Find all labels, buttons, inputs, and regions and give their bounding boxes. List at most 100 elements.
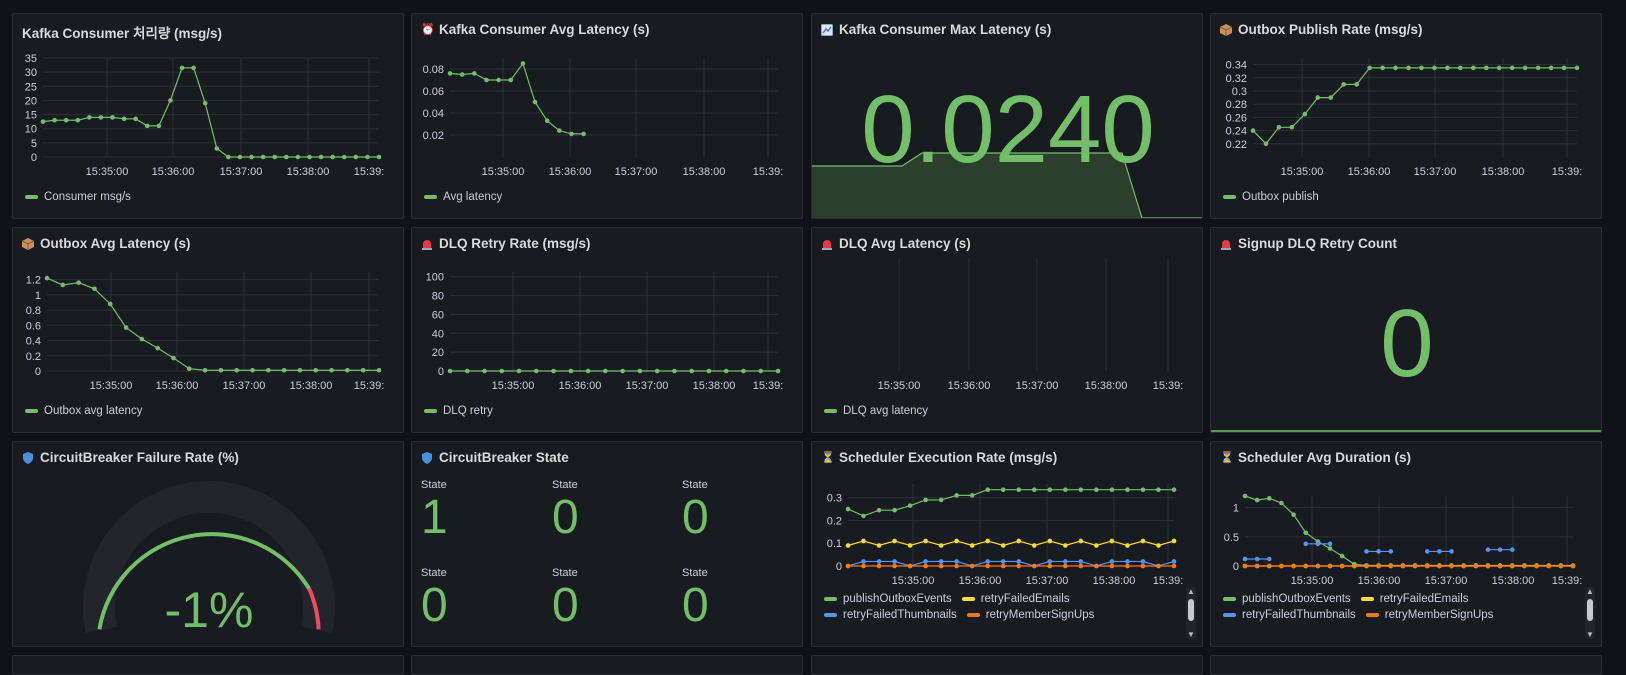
panel-outbox-avg-latency[interactable]: Outbox Avg Latency (s) 15:35:00 15:36:00 1… bbox=[12, 227, 404, 433]
legend-item[interactable]: retryFailedEmails bbox=[961, 593, 1070, 605]
scroll-thumb[interactable] bbox=[1587, 599, 1593, 621]
panel-title[interactable]: Outbox Avg Latency (s) bbox=[21, 236, 191, 251]
panel-title[interactable]: ⏳ Scheduler Avg Duration (s) bbox=[1220, 450, 1411, 465]
data-point bbox=[63, 117, 69, 123]
scroll-up-icon[interactable]: ▲ bbox=[1187, 587, 1195, 596]
panel-title[interactable]: Kafka Consumer Max Latency (s) bbox=[821, 22, 1051, 37]
panel-title[interactable]: CircuitBreaker Failure Rate (%) bbox=[22, 450, 239, 465]
x-tick-label: 15:39: bbox=[753, 380, 784, 392]
x-tick-label: 15:39: bbox=[354, 166, 385, 178]
data-point bbox=[1171, 559, 1177, 564]
data-point bbox=[923, 563, 928, 569]
legend-item[interactable]: DLQ avg latency bbox=[824, 405, 928, 417]
data-point bbox=[1266, 556, 1272, 562]
legend-item[interactable]: retryFailedThumbnails bbox=[1223, 609, 1356, 621]
legend-scrollbar[interactable]: ▲ ▼ bbox=[1585, 587, 1595, 639]
legend-item[interactable]: Consumer msg/s bbox=[25, 191, 131, 203]
state-label: State bbox=[552, 479, 578, 491]
panel-partial[interactable] bbox=[411, 655, 803, 675]
legend-item[interactable]: Avg latency bbox=[424, 191, 502, 203]
data-point bbox=[585, 368, 591, 374]
data-point bbox=[1315, 563, 1321, 569]
data-point bbox=[1485, 547, 1491, 552]
panel-kafka-consumer-throughput[interactable]: Kafka Consumer 처리량 (msg/s) 15:35:00 15:36… bbox=[12, 13, 404, 219]
panel-circuitbreaker-failure-rate[interactable]: CircuitBreaker Failure Rate (%) -1% bbox=[12, 441, 404, 647]
data-point bbox=[1125, 563, 1130, 569]
data-point bbox=[1546, 563, 1552, 569]
panel-scheduler-avg-duration[interactable]: ⏳ Scheduler Avg Duration (s) 15:35:00 15:3… bbox=[1210, 441, 1602, 647]
data-point bbox=[60, 282, 66, 288]
panel-outbox-publish-rate[interactable]: Outbox Publish Rate (msg/s) 15:35:00 15:3… bbox=[1210, 13, 1602, 219]
panel-title[interactable]: Kafka Consumer 처리량 (msg/s) bbox=[22, 22, 222, 42]
y-tick-label: 0 bbox=[35, 366, 41, 378]
legend-item[interactable]: retryFailedEmails bbox=[1360, 593, 1469, 605]
panel-title[interactable]: CircuitBreaker State bbox=[421, 450, 569, 465]
x-tick-label: 15:37:00 bbox=[615, 166, 658, 178]
data-point bbox=[191, 65, 196, 71]
panel-partial[interactable] bbox=[811, 655, 1203, 675]
scroll-down-icon[interactable]: ▼ bbox=[1586, 630, 1594, 639]
legend-item[interactable]: retryMemberSignUps bbox=[1365, 609, 1493, 621]
panel-partial[interactable] bbox=[12, 655, 404, 675]
data-point bbox=[985, 563, 991, 569]
panel-partial[interactable] bbox=[1210, 655, 1602, 675]
panel-kafka-consumer-avg-latency[interactable]: ⏰ Kafka Consumer Avg Latency (s) 15:35:00… bbox=[411, 13, 803, 219]
legend-item[interactable]: retryMemberSignUps bbox=[966, 609, 1094, 621]
panel-title[interactable]: Outbox Publish Rate (msg/s) bbox=[1219, 22, 1423, 37]
data-point bbox=[1016, 559, 1022, 564]
data-point bbox=[1458, 65, 1463, 71]
legend-scrollbar[interactable]: ▲ ▼ bbox=[1186, 587, 1196, 639]
data-point bbox=[845, 506, 851, 512]
legend-item[interactable]: publishOutboxEvents bbox=[1223, 593, 1351, 605]
data-point bbox=[214, 146, 220, 151]
panel-signup-dlq-retry-count[interactable]: Signup DLQ Retry Count 0 bbox=[1210, 227, 1602, 433]
scroll-up-icon[interactable]: ▲ bbox=[1586, 587, 1594, 596]
data-point bbox=[1171, 563, 1177, 569]
panel-title[interactable]: ⏰ Kafka Consumer Avg Latency (s) bbox=[421, 22, 650, 37]
data-point bbox=[1570, 563, 1576, 569]
legend-item[interactable]: retryFailedThumbnails bbox=[824, 609, 957, 621]
data-point bbox=[260, 154, 266, 160]
x-tick-label: 15:38:00 bbox=[287, 166, 330, 178]
legend-item[interactable]: Outbox publish bbox=[1223, 191, 1319, 203]
panel-title[interactable]: Signup DLQ Retry Count bbox=[1220, 236, 1397, 251]
data-point bbox=[272, 154, 278, 160]
data-point bbox=[360, 367, 366, 373]
data-point bbox=[620, 368, 625, 374]
x-tick-label: 15:35:00 bbox=[878, 380, 921, 392]
panel-title[interactable]: DLQ Avg Latency (s) bbox=[821, 236, 971, 251]
scroll-thumb[interactable] bbox=[1188, 599, 1194, 621]
data-point bbox=[284, 154, 289, 160]
data-point bbox=[1303, 541, 1309, 547]
y-tick-label: 60 bbox=[432, 309, 444, 321]
data-point bbox=[1509, 563, 1515, 569]
legend-item[interactable]: Outbox avg latency bbox=[25, 405, 142, 417]
y-tick-label: 0.06 bbox=[423, 86, 444, 98]
y-tick-label: 0.2 bbox=[827, 515, 842, 527]
data-point bbox=[1000, 559, 1006, 564]
panel-title[interactable]: DLQ Retry Rate (msg/s) bbox=[421, 236, 591, 251]
panel-dlq-avg-latency[interactable]: DLQ Avg Latency (s) 15:35:00 15:36:00 15:3… bbox=[811, 227, 1203, 433]
legend-item[interactable]: publishOutboxEvents bbox=[824, 593, 952, 605]
data-point bbox=[581, 131, 586, 137]
y-tick-label: 40 bbox=[432, 328, 444, 340]
panel-kafka-consumer-max-latency[interactable]: Kafka Consumer Max Latency (s) 0.0240 bbox=[811, 13, 1203, 219]
legend-label: DLQ avg latency bbox=[843, 405, 929, 417]
scroll-down-icon[interactable]: ▼ bbox=[1187, 630, 1195, 639]
panel-scheduler-execution-rate[interactable]: ⏳ Scheduler Execution Rate (msg/s) 15:35:… bbox=[811, 441, 1203, 647]
state-label: State bbox=[552, 567, 578, 579]
panel-circuitbreaker-state[interactable]: CircuitBreaker State State 1 State 0 Sta… bbox=[411, 441, 803, 647]
chart: 15:35:00 15:36:00 15:37:00 15:38:00 15:39: 1.… bbox=[26, 272, 384, 392]
data-point bbox=[1279, 500, 1284, 506]
data-point bbox=[1437, 549, 1442, 554]
data-point bbox=[758, 368, 764, 374]
panel-title[interactable]: ⏳ Scheduler Execution Rate (msg/s) bbox=[821, 450, 1057, 465]
data-point bbox=[76, 280, 81, 285]
data-point bbox=[1016, 538, 1022, 544]
legend-item[interactable]: DLQ retry bbox=[424, 405, 493, 417]
state-value: 0 bbox=[552, 491, 579, 544]
panel-dlq-retry-rate[interactable]: DLQ Retry Rate (msg/s) 15:35:00 15:36:00 1… bbox=[411, 227, 803, 433]
data-point bbox=[861, 538, 866, 544]
data-point bbox=[1445, 65, 1450, 71]
x-tick-label: 15:37:00 bbox=[1026, 575, 1069, 587]
